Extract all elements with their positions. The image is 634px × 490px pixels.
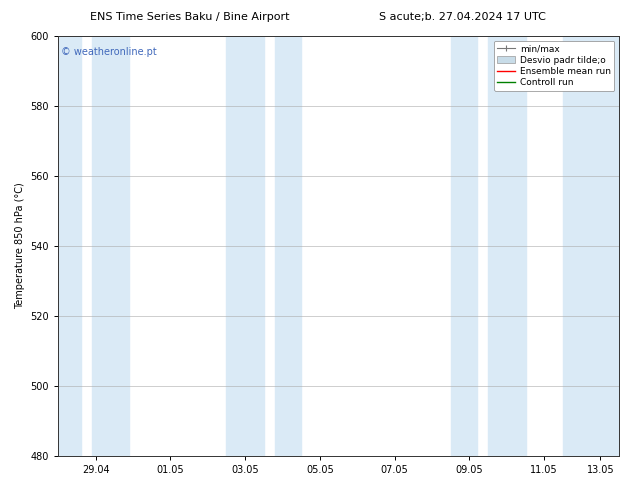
Text: ENS Time Series Baku / Bine Airport: ENS Time Series Baku / Bine Airport [91,12,290,22]
Bar [451,36,477,456]
Bar [488,36,526,456]
Bar [275,36,301,456]
Legend: min/max, Desvio padr tilde;o, Ensemble mean run, Controll run: min/max, Desvio padr tilde;o, Ensemble m… [494,41,614,91]
Bar [563,36,619,456]
Y-axis label: Temperature 850 hPa (°C): Temperature 850 hPa (°C) [15,183,25,310]
Bar [92,36,129,456]
Text: © weatheronline.pt: © weatheronline.pt [61,47,157,57]
Text: S acute;b. 27.04.2024 17 UTC: S acute;b. 27.04.2024 17 UTC [379,12,547,22]
Bar [226,36,264,456]
Bar [58,36,81,456]
